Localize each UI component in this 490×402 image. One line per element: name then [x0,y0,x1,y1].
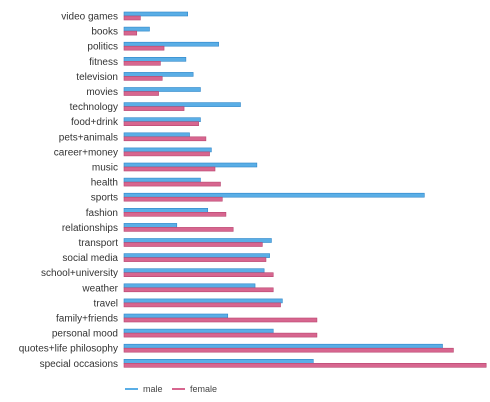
category-label-video-games: video games [61,12,118,23]
category-label-health: health [91,178,118,189]
category-label-television: television [76,72,118,83]
category-label-movies: movies [86,87,118,98]
bar-male-food-drink [123,117,201,122]
bar-female-relationships [123,227,234,232]
category-label-relationships: relationships [62,223,118,234]
bar-male-fashion [123,208,209,213]
bar-male-weather [123,283,256,289]
category-label-travel: travel [94,298,118,309]
category-label-technology: technology [70,102,118,113]
bar-female-personal-mood [123,332,318,338]
category-label-school-university: school+university [41,268,118,279]
bar-female-career-money [123,151,210,157]
bar-female-television [123,76,163,81]
bar-male-politics [123,41,219,47]
bar-female-music [123,166,216,172]
bar-male-special-occasions [123,358,314,364]
category-label-transport: transport [79,238,119,249]
bar-male-social-media [123,253,270,258]
bar-male-school-university [123,268,265,274]
bar-male-quotes-life-philosophy [123,343,443,349]
category-label-special-occasions: special occasions [40,359,118,370]
bar-female-special-occasions [123,362,487,368]
bar-male-personal-mood [123,328,274,334]
bar-female-video-games [123,15,141,21]
category-label-family-friends: family+friends [56,314,118,325]
bar-male-transport [123,238,272,243]
category-label-social-media: social media [62,253,118,264]
category-label-fitness: fitness [89,57,118,68]
bar-male-fitness [123,56,187,62]
bar-female-health [123,181,221,187]
bar-male-television [123,72,194,77]
category-label-quotes-life-philosophy: quotes+life philosophy [19,344,118,355]
bar-female-quotes-life-philosophy [123,347,454,353]
bar-male-video-games [123,11,189,17]
bar-male-technology [123,102,241,107]
category-label-books: books [91,27,118,38]
bar-female-technology [123,106,185,111]
bar-female-movies [123,91,159,96]
bar-female-weather [123,287,274,293]
legend: male female [125,384,217,394]
legend-label-male: male [143,384,163,394]
bar-male-travel [123,298,283,304]
bar-male-music [123,162,258,168]
category-label-politics: politics [87,42,118,53]
bar-male-sports [123,192,425,198]
bar-female-books [123,30,138,36]
bar-female-family-friends [123,317,318,323]
bar-male-pets-animals [123,132,190,138]
category-label-personal-mood: personal mood [52,329,118,340]
bar-female-pets-animals [123,136,207,142]
bar-female-politics [123,45,165,51]
legend-label-female: female [190,384,217,394]
bar-female-fashion [123,212,227,217]
bar-female-sports [123,196,223,202]
category-label-food-drink: food+drink [71,117,119,128]
bar-female-travel [123,302,281,308]
bars [123,11,487,368]
bar-male-health [123,177,201,183]
bar-female-transport [123,242,263,247]
category-label-music: music [92,163,118,174]
bar-male-movies [123,87,201,92]
category-label-weather: weather [81,283,118,294]
category-label-sports: sports [91,193,118,204]
bar-male-family-friends [123,313,229,319]
category-label-pets-animals: pets+animals [59,132,118,143]
bar-female-food-drink [123,121,199,126]
bar-male-relationships [123,223,178,228]
bar-male-career-money [123,147,212,153]
bar-male-books [123,26,150,32]
category-labels: video games books politics fitness televisio… [19,12,119,370]
category-label-fashion: fashion [86,208,118,219]
category-label-career-money: career+money [54,147,118,158]
bar-female-fitness [123,60,161,66]
bar-female-social-media [123,257,267,262]
bar-female-school-university [123,272,274,278]
